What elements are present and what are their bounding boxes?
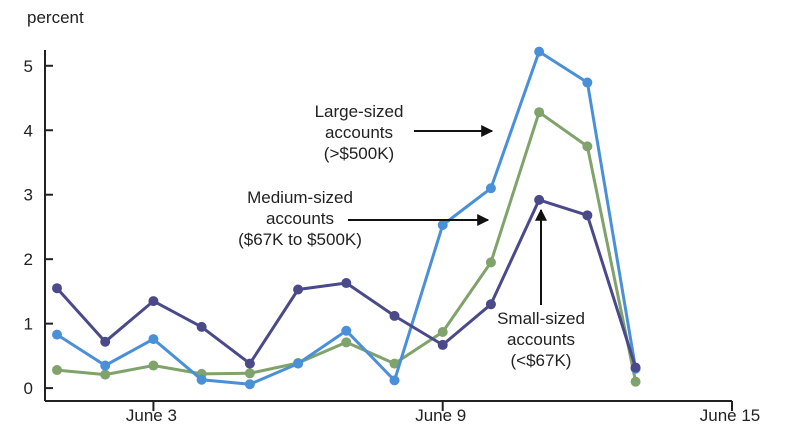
- y-unit-label: percent: [27, 8, 84, 27]
- y-tick-label-4: 4: [24, 121, 33, 140]
- series-medium-point-4: [244, 368, 255, 379]
- series-medium-point-10: [534, 107, 545, 118]
- y-tick-label-0: 0: [24, 379, 33, 398]
- series-small-point-9: [485, 299, 496, 310]
- y-tick-label-5: 5: [24, 57, 33, 76]
- series-medium-point-7: [389, 358, 400, 369]
- annotations: Large-sized accounts (>$500K) Medium-sized a…: [238, 102, 585, 370]
- series-large-point-11: [582, 77, 593, 88]
- series-small-point-8: [437, 339, 448, 350]
- series-medium-point-2: [148, 360, 159, 371]
- series-large-point-1: [100, 360, 111, 371]
- series-small-point-12: [630, 362, 641, 373]
- series-small-point-3: [196, 321, 207, 332]
- y-tick-label-1: 1: [24, 315, 33, 334]
- series-small-point-7: [389, 310, 400, 321]
- series-medium-point-11: [582, 141, 593, 152]
- annotation-medium-line-1: accounts: [266, 209, 334, 228]
- series-medium-point-0: [52, 365, 62, 376]
- annotation-medium-line-2: ($67K to $500K): [238, 230, 362, 249]
- series-large-point-10: [534, 46, 545, 57]
- series-large-point-7: [389, 375, 400, 386]
- series-small-point-4: [244, 358, 255, 369]
- x-tick-label-0: June 3: [126, 406, 177, 425]
- series-large-point-5: [293, 358, 304, 369]
- x-tick-label-1: June 9: [415, 406, 466, 425]
- y-tick-label-3: 3: [24, 186, 33, 205]
- axes: 0 1 2 3 4 5 June 3 June 9 June 15: [24, 50, 761, 425]
- series-small-point-2: [148, 296, 159, 307]
- series-large-point-6: [341, 325, 352, 336]
- annotation-large-line-0: Large-sized: [315, 102, 404, 121]
- series-medium-point-9: [485, 257, 496, 268]
- series-large-point-2: [148, 334, 159, 345]
- series-layer: [52, 46, 641, 390]
- series-small-point-6: [341, 278, 352, 289]
- series-large: [52, 46, 641, 390]
- series-medium-point-12: [630, 376, 641, 387]
- series-large-point-0: [52, 329, 62, 340]
- x-tick-label-2: June 15: [700, 406, 761, 425]
- annotation-large-line-1: accounts: [325, 123, 393, 142]
- series-small-point-1: [100, 336, 111, 347]
- annotation-small-line-2: (<$67K): [511, 351, 572, 370]
- series-large-point-8: [437, 220, 448, 231]
- series-small-point-10: [534, 194, 545, 205]
- series-medium-point-8: [437, 327, 448, 338]
- series-large-point-4: [244, 379, 255, 390]
- y-tick-label-2: 2: [24, 250, 33, 269]
- series-large-point-9: [485, 183, 496, 194]
- series-small-point-5: [293, 284, 304, 295]
- annotation-medium-line-0: Medium-sized: [247, 188, 353, 207]
- series-small: [52, 194, 641, 373]
- annotation-small-line-0: Small-sized: [497, 309, 585, 328]
- series-small-point-11: [582, 210, 593, 221]
- series-medium-point-1: [100, 369, 111, 380]
- series-large-point-3: [196, 374, 207, 385]
- annotation-small-line-1: accounts: [507, 330, 575, 349]
- annotation-large-line-2: (>$500K): [324, 144, 394, 163]
- series-medium-point-6: [341, 337, 352, 348]
- series-small-point-0: [52, 283, 62, 294]
